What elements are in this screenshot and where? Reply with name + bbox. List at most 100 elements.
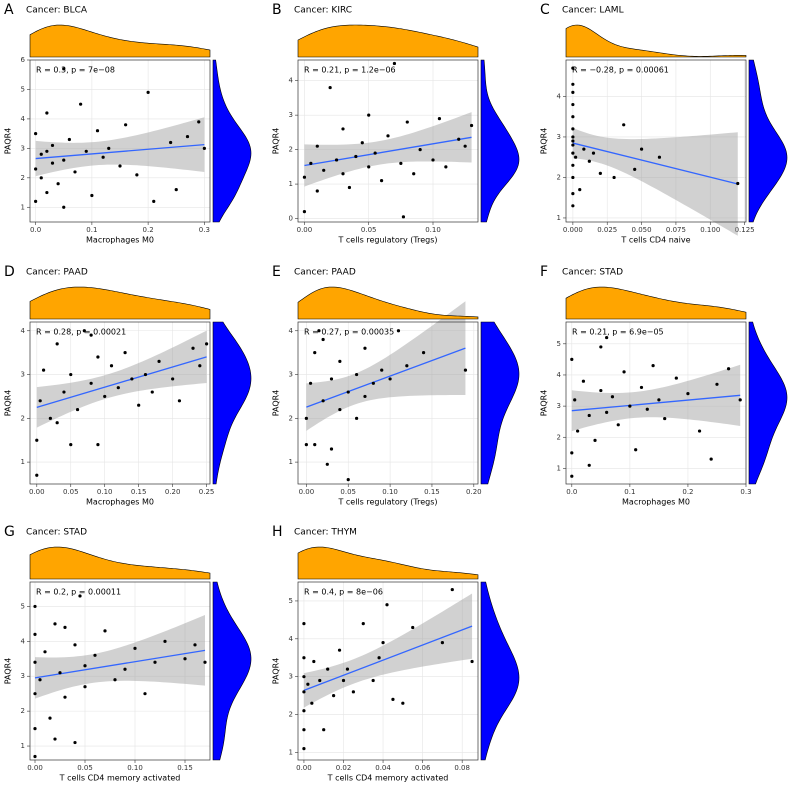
y-tick-label: 1 xyxy=(289,180,293,188)
confidence-band xyxy=(35,117,205,177)
point xyxy=(338,359,342,364)
y-tick-label: 3 xyxy=(21,672,25,680)
plot-area xyxy=(30,60,210,222)
x-tick-label: 0.00 xyxy=(296,764,312,772)
panel-letter: E xyxy=(272,264,281,280)
panel-title: Cancer: KIRC xyxy=(294,6,352,16)
point xyxy=(89,381,93,385)
point xyxy=(143,692,147,696)
panel-title: Cancer: PAAD xyxy=(294,268,356,278)
x-tick-label: 0.05 xyxy=(63,488,79,496)
point xyxy=(570,451,574,455)
point xyxy=(334,158,339,162)
point xyxy=(363,346,367,350)
plot-area xyxy=(566,60,746,222)
point xyxy=(574,155,578,159)
y-tick-label: 1 xyxy=(557,214,561,222)
x-tick-label: 0.10 xyxy=(97,488,113,496)
plot-area xyxy=(298,322,478,484)
point xyxy=(55,421,59,425)
point xyxy=(587,463,591,467)
point xyxy=(133,646,137,650)
point xyxy=(302,690,306,694)
point xyxy=(622,123,626,127)
x-tick-label: 0.1 xyxy=(86,226,97,234)
panel-title: Cancer: LAML xyxy=(562,6,624,16)
panel-letter: H xyxy=(272,524,283,540)
point xyxy=(93,653,97,657)
right-density xyxy=(212,321,252,485)
top-density xyxy=(297,286,479,320)
top-density xyxy=(565,286,747,320)
point xyxy=(313,351,317,355)
point xyxy=(75,407,80,412)
x-tick-label: 0.2 xyxy=(682,488,693,496)
right-density xyxy=(748,59,788,223)
x-tick-label: 0.1 xyxy=(624,488,635,496)
right-density xyxy=(480,59,520,223)
point xyxy=(355,372,359,377)
point xyxy=(367,113,371,117)
point xyxy=(612,175,616,180)
point xyxy=(385,603,389,607)
plot-border xyxy=(29,59,211,223)
point xyxy=(169,140,173,145)
point xyxy=(157,359,161,364)
point xyxy=(440,640,444,645)
point xyxy=(371,678,375,683)
panel-letter: B xyxy=(272,2,282,18)
point xyxy=(35,438,39,442)
point xyxy=(109,364,114,368)
point xyxy=(381,640,385,645)
point xyxy=(197,120,201,124)
point xyxy=(396,329,401,333)
point xyxy=(150,390,154,394)
point xyxy=(55,342,59,346)
plot-border xyxy=(297,581,479,761)
point xyxy=(174,188,178,192)
x-tick-label: 0.15 xyxy=(177,764,193,772)
point xyxy=(33,754,37,759)
y-tick-label: 2 xyxy=(21,707,25,715)
point xyxy=(116,386,120,390)
x-axis-label: T cells CD4 memory activated xyxy=(327,774,449,783)
point xyxy=(198,364,202,368)
x-tick-label: 0.00 xyxy=(29,488,45,496)
y-tick-label: 2 xyxy=(289,146,293,154)
x-tick-label: 0.0 xyxy=(566,488,577,496)
point xyxy=(570,357,574,361)
x-axis-label: T cells CD4 memory activated xyxy=(59,774,181,783)
y-tick-label: 4 xyxy=(21,115,26,123)
point xyxy=(63,625,67,629)
x-tick-label: 0.25 xyxy=(199,488,215,496)
panel-letter: F xyxy=(540,264,548,280)
top-density xyxy=(297,546,479,580)
point xyxy=(341,678,346,683)
point xyxy=(39,152,43,156)
x-tick-label: 0.10 xyxy=(425,226,441,234)
annotation: R = 0.27, p = 0.00035 xyxy=(304,328,394,337)
point xyxy=(391,697,395,702)
point xyxy=(205,342,209,346)
plot-border xyxy=(297,321,479,485)
point xyxy=(571,151,575,155)
point xyxy=(33,660,37,664)
y-tick-label: 3 xyxy=(289,111,293,119)
point xyxy=(345,667,350,671)
point xyxy=(308,381,313,385)
point xyxy=(363,394,367,399)
point xyxy=(332,694,336,698)
point xyxy=(33,604,37,609)
point xyxy=(431,158,435,162)
point xyxy=(130,377,134,381)
y-tick-label: 3 xyxy=(557,402,561,410)
x-tick-label: 0.20 xyxy=(165,488,181,496)
point xyxy=(379,179,384,183)
point xyxy=(73,643,77,647)
regression-line xyxy=(36,356,207,408)
point xyxy=(78,594,82,598)
point xyxy=(73,740,77,745)
point xyxy=(143,372,148,377)
point xyxy=(591,151,596,155)
point xyxy=(107,146,111,150)
